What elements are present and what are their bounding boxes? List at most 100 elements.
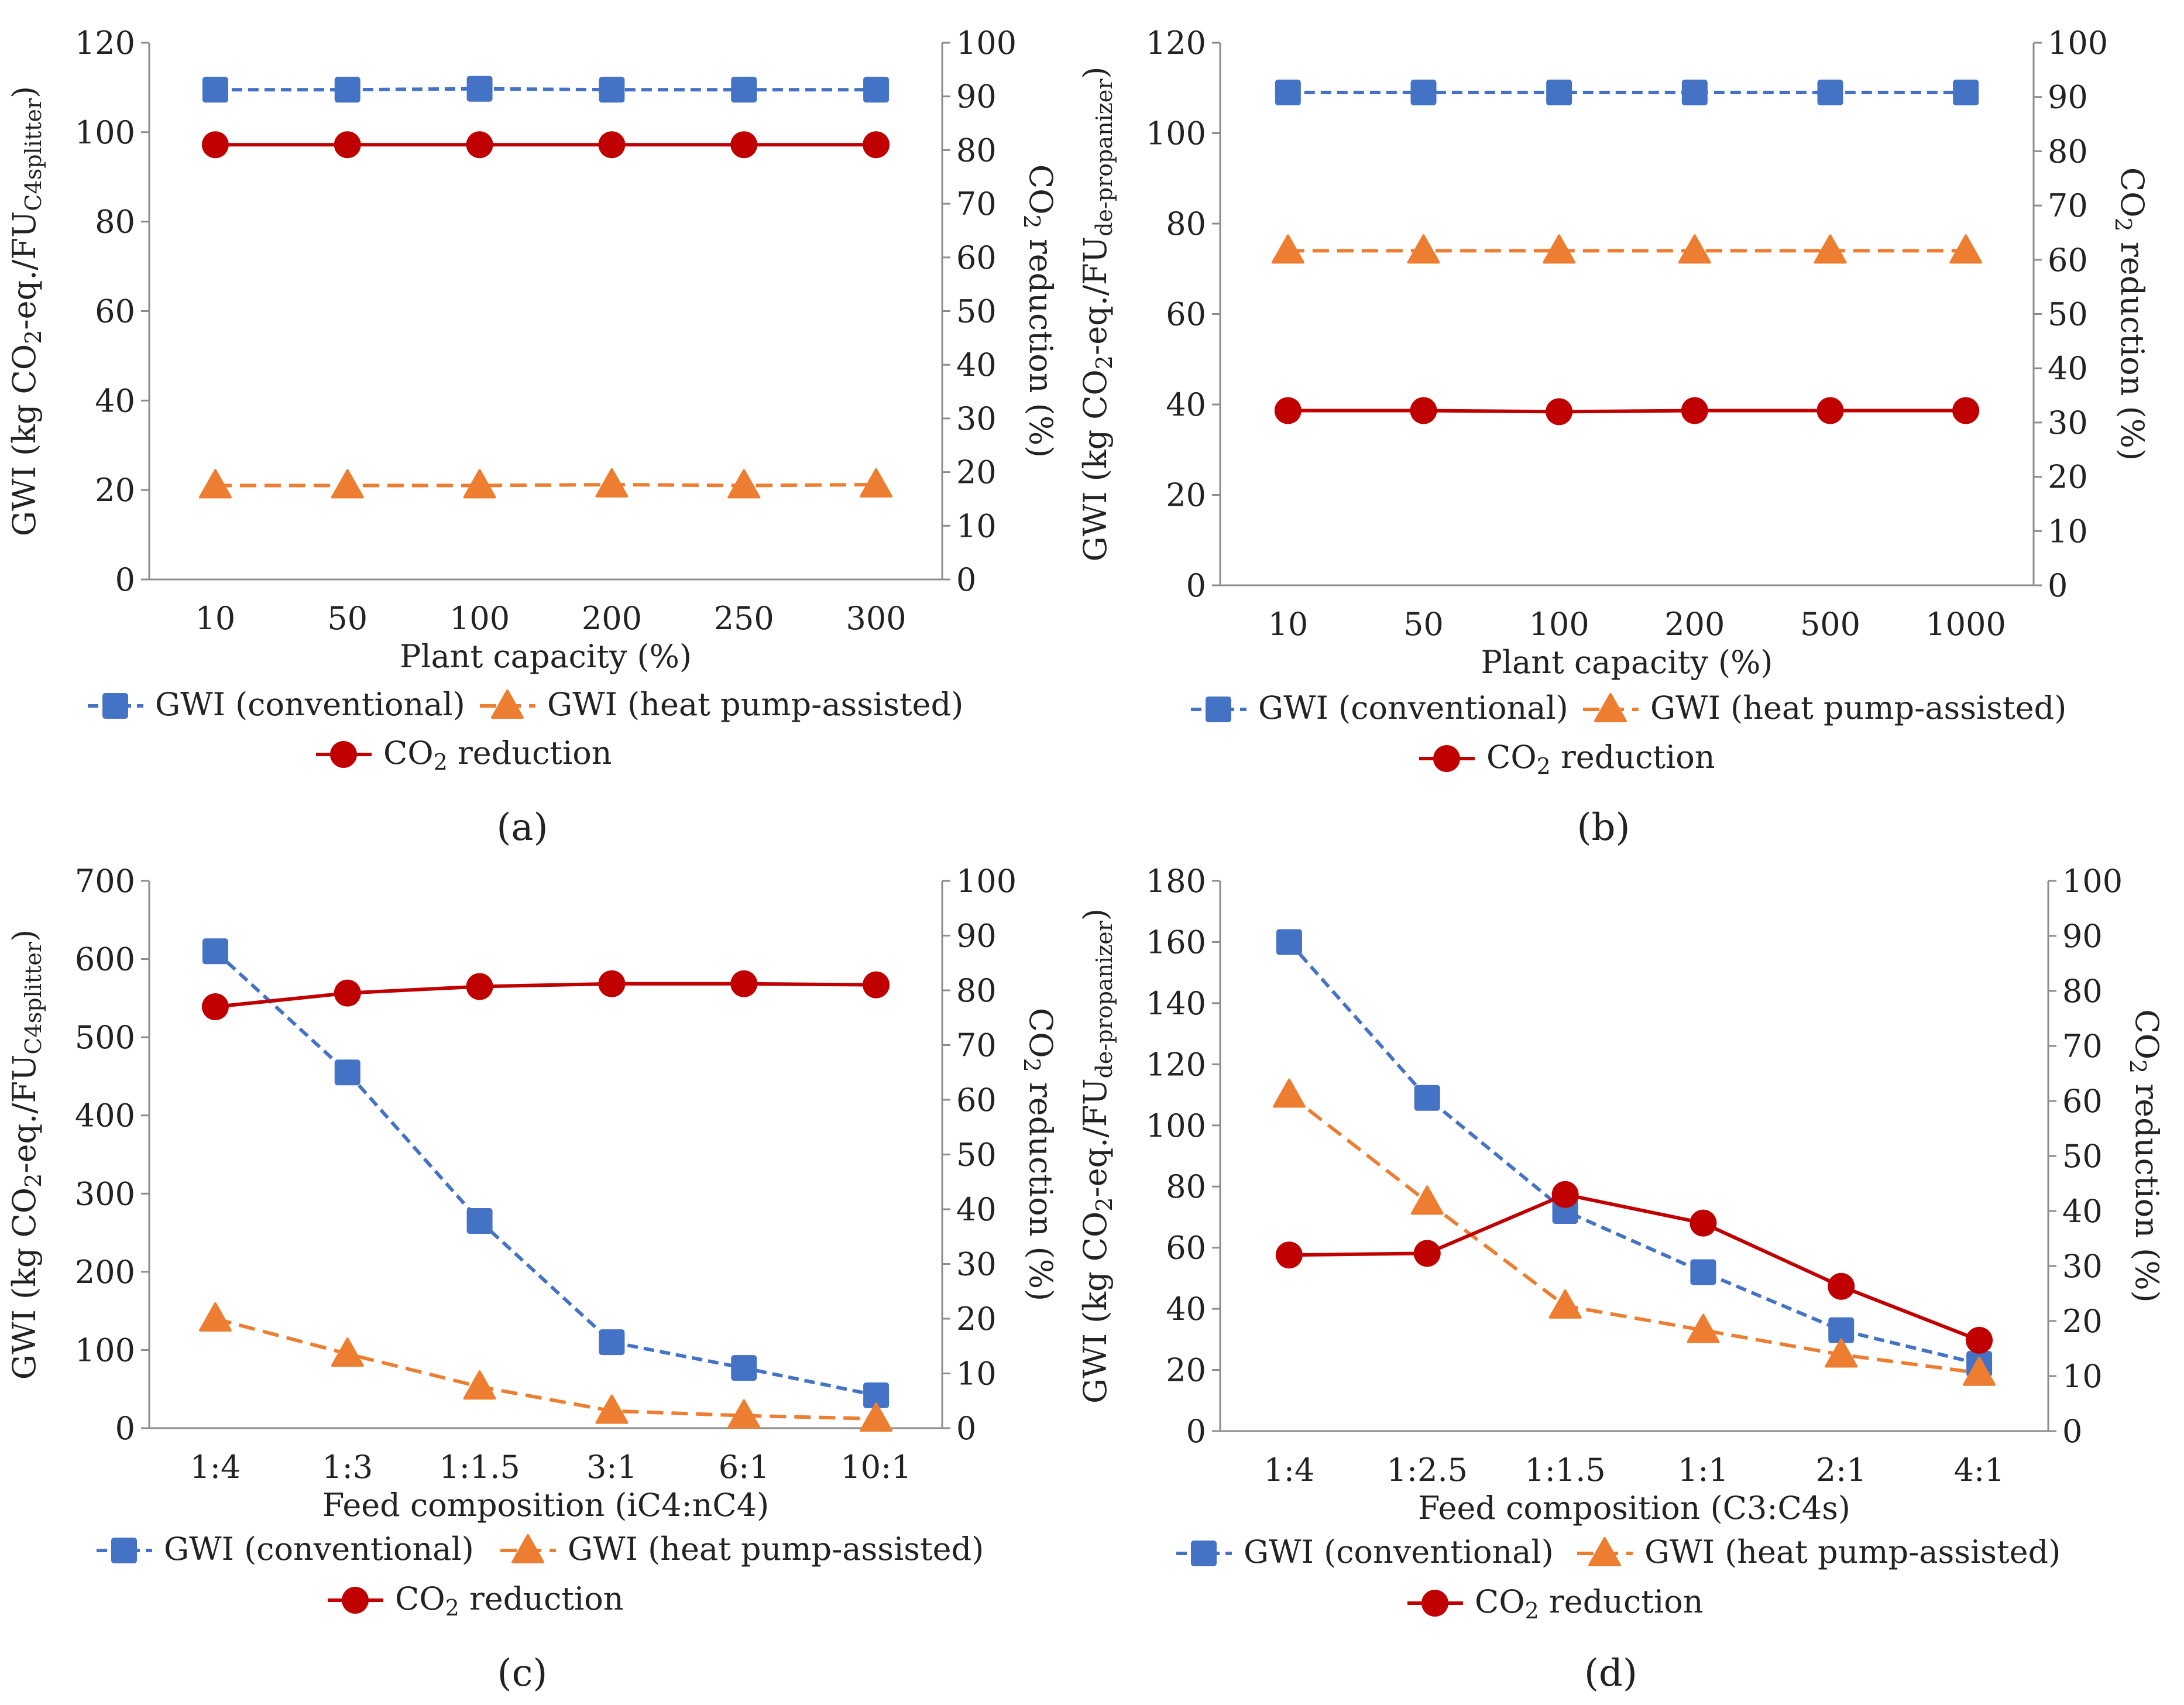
data-point-heat-pump [1963,1356,1996,1386]
legend-co2: CO2 reduction [328,1580,624,1621]
data-point-co2 [1546,398,1573,426]
right-tick-label: 80 [956,972,997,1009]
data-point-conventional [466,1208,493,1234]
data-point-conventional [1276,929,1302,955]
legend-label: GWI (heat pump-assisted) [547,686,963,723]
data-point-co2 [1413,1240,1441,1267]
left-tick-label: 300 [75,1175,135,1212]
left-tick-label: 20 [1166,1352,1206,1389]
data-point-conventional [1828,1317,1855,1343]
data-point-co2 [1828,1272,1855,1300]
data-point-conventional [334,1059,360,1086]
data-point-heat-pump [1687,1313,1720,1343]
data-point-conventional [1275,79,1301,105]
data-point-heat-pump [860,1402,893,1432]
left-tick-label: 60 [95,293,135,330]
data-point-conventional [1546,79,1572,105]
data-point-conventional [1681,79,1708,105]
legend-label: CO2 reduction [1486,739,1715,779]
left-tick-label: 20 [95,472,135,509]
right-tick-label: 100 [956,25,1017,61]
x-tick-label: 1:3 [322,1449,373,1486]
legend-label: GWI (conventional) [164,1531,474,1567]
data-point-heat-pump [1814,234,1847,264]
data-point-co2 [863,131,890,159]
data-point-heat-pump [198,1302,232,1332]
x-axis-title: Plant capacity (%) [400,638,692,675]
left-tick-label: 80 [1166,1168,1206,1205]
legend-marker [511,1534,544,1563]
legend-co2: CO2 reduction [1419,739,1715,779]
legend-label: GWI (conventional) [1258,689,1568,726]
left-tick-label: 60 [1166,296,1206,333]
right-tick-label: 100 [2062,863,2123,900]
panel-label: (d) [1584,1652,1637,1695]
legend-marker [1588,1537,1621,1566]
right-tick-label: 50 [956,293,997,330]
left-tick-label: 500 [75,1019,135,1056]
data-point-co2 [1410,397,1437,424]
data-point-co2 [1274,397,1302,424]
data-point-co2 [1689,1209,1717,1237]
data-point-co2 [201,993,229,1021]
left-tick-label: 80 [1166,205,1206,242]
data-point-co2 [1275,1241,1303,1269]
right-tick-label: 100 [956,863,1017,900]
legend: GWI (conventional) GWI (heat pump-assiste… [88,686,963,775]
y2-axis-title: CO2 reduction (%) [2110,167,2151,461]
right-tick-label: 70 [956,1027,997,1064]
series-line-conventional [215,87,877,92]
data-point-heat-pump [463,1370,496,1400]
data-point-heat-pump [1543,234,1576,264]
chart-panel-c: 0 100 200 300 400 500 600 700 0 10 20 30 40 50 60 70 80 9… [6,863,1059,1695]
right-tick-label: 30 [956,1246,997,1283]
left-tick-label: 40 [1166,386,1206,423]
y-axis-title: GWI (kg CO2-eq./FUde-propanizer) [1077,908,1117,1404]
left-tick-label: 40 [95,382,135,419]
chart-panel-b: 0 20 40 60 80 100 120 0 10 20 30 40 50 60 70 80 90 100 10 5… [1077,25,2151,849]
x-tick-label: 50 [327,600,368,637]
x-tick-label: 100 [449,600,510,637]
data-point-conventional [863,1382,890,1408]
left-tick-label: 120 [1146,1046,1206,1083]
data-point-co2 [730,131,758,159]
series-line-co2 [215,982,877,1009]
data-point-conventional [1414,1085,1440,1111]
legend-label: GWI (heat pump-assisted) [1650,689,2066,726]
legend-heat-pump: GWI (heat pump-assisted) [500,1531,984,1567]
right-tick-label: 80 [2062,973,2103,1010]
right-tick-label: 80 [2048,133,2088,170]
data-point-conventional [1953,79,1979,105]
data-point-heat-pump [1678,234,1711,264]
data-point-co2 [334,131,361,159]
right-tick-label: 90 [2048,79,2088,116]
legend-label: CO2 reduction [395,1580,624,1621]
y2-axis-title: CO2 reduction (%) [2125,1009,2165,1302]
right-tick-label: 20 [2048,459,2088,496]
data-point-conventional [599,77,625,103]
data-point-heat-pump [860,468,893,498]
data-point-heat-pump [727,1399,761,1429]
legend-marker [342,1587,369,1614]
legend-marker [1191,1541,1217,1566]
right-tick-label: 10 [956,1356,997,1392]
x-axis-title: Plant capacity (%) [1481,644,1773,681]
data-point-co2 [466,131,493,159]
x-tick-label: 1:1.5 [1524,1452,1605,1488]
data-point-heat-pump [595,468,629,498]
legend-marker [111,1538,137,1563]
legend-heat-pump: GWI (heat pump-assisted) [480,686,963,723]
left-tick-label: 120 [1146,25,1206,61]
right-tick-label: 10 [2062,1358,2103,1395]
x-tick-label: 200 [1664,606,1725,643]
x-tick-label: 1:2.5 [1387,1452,1468,1488]
left-tick-label: 180 [1146,863,1206,900]
data-point-conventional [466,76,493,102]
y-axis-title: GWI (kg CO2-eq./FUde-propanizer) [1077,67,1117,562]
series-line-heat-pump [1288,1093,1980,1375]
data-point-heat-pump [727,469,761,499]
right-tick-label: 20 [2062,1303,2103,1340]
right-tick-label: 100 [2048,25,2108,61]
right-tick-label: 60 [2062,1083,2103,1120]
